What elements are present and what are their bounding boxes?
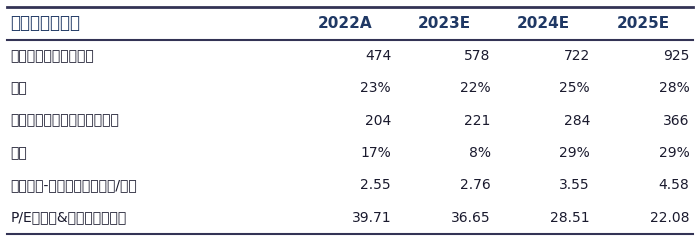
Text: 39.71: 39.71 xyxy=(351,211,391,225)
Text: 22%: 22% xyxy=(460,81,491,95)
Text: 25%: 25% xyxy=(559,81,590,95)
Text: 28%: 28% xyxy=(659,81,690,95)
Text: 盈利预测与估值: 盈利预测与估值 xyxy=(10,14,80,32)
Text: 925: 925 xyxy=(663,49,690,63)
Text: 17%: 17% xyxy=(360,146,391,160)
Text: P/E（现价&最新股本摊薄）: P/E（现价&最新股本摊薄） xyxy=(10,211,127,225)
Text: 474: 474 xyxy=(365,49,391,63)
Text: 2023E: 2023E xyxy=(418,16,471,31)
Text: 2.76: 2.76 xyxy=(460,178,491,192)
Text: 722: 722 xyxy=(564,49,590,63)
Text: 578: 578 xyxy=(464,49,491,63)
Text: 36.65: 36.65 xyxy=(451,211,491,225)
Text: 归属母公司净利润（百万元）: 归属母公司净利润（百万元） xyxy=(10,114,120,127)
Text: 23%: 23% xyxy=(360,81,391,95)
Text: 同比: 同比 xyxy=(10,146,27,160)
Text: 8%: 8% xyxy=(468,146,491,160)
Text: 营业总收入（百万元）: 营业总收入（百万元） xyxy=(10,49,94,63)
Text: 每股收益-最新股本摊薄（元/股）: 每股收益-最新股本摊薄（元/股） xyxy=(10,178,137,192)
Text: 366: 366 xyxy=(663,114,690,127)
Text: 221: 221 xyxy=(464,114,491,127)
Text: 22.08: 22.08 xyxy=(650,211,690,225)
Text: 同比: 同比 xyxy=(10,81,27,95)
Text: 2024E: 2024E xyxy=(517,16,570,31)
Text: 4.58: 4.58 xyxy=(659,178,690,192)
Text: 204: 204 xyxy=(365,114,391,127)
Text: 284: 284 xyxy=(564,114,590,127)
Text: 3.55: 3.55 xyxy=(559,178,590,192)
Text: 2022A: 2022A xyxy=(318,16,372,31)
Text: 2025E: 2025E xyxy=(617,16,670,31)
Text: 29%: 29% xyxy=(659,146,690,160)
Text: 28.51: 28.51 xyxy=(550,211,590,225)
Text: 29%: 29% xyxy=(559,146,590,160)
Text: 2.55: 2.55 xyxy=(360,178,391,192)
